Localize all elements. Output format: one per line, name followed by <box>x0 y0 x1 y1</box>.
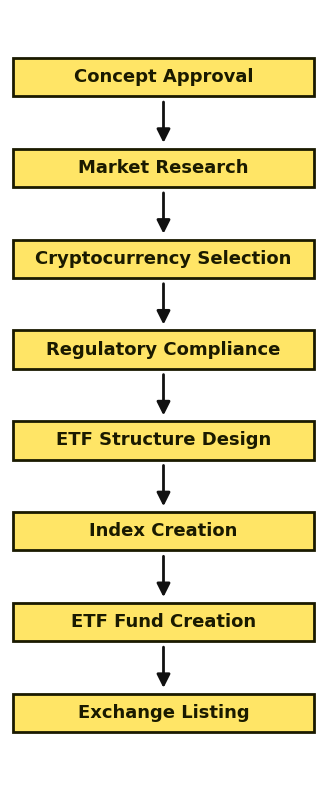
FancyBboxPatch shape <box>13 421 314 460</box>
Text: Regulatory Compliance: Regulatory Compliance <box>46 340 281 359</box>
Text: ETF Fund Creation: ETF Fund Creation <box>71 613 256 631</box>
FancyBboxPatch shape <box>13 239 314 278</box>
Text: Market Research: Market Research <box>78 159 249 177</box>
Text: ETF Structure Design: ETF Structure Design <box>56 431 271 450</box>
Text: Cryptocurrency Selection: Cryptocurrency Selection <box>35 250 292 268</box>
Text: Index Creation: Index Creation <box>89 522 238 540</box>
FancyBboxPatch shape <box>13 512 314 551</box>
FancyBboxPatch shape <box>13 330 314 369</box>
Text: Exchange Listing: Exchange Listing <box>78 704 249 722</box>
FancyBboxPatch shape <box>13 603 314 641</box>
FancyBboxPatch shape <box>13 694 314 732</box>
Text: Concept Approval: Concept Approval <box>74 68 253 86</box>
FancyBboxPatch shape <box>13 58 314 96</box>
FancyBboxPatch shape <box>13 149 314 187</box>
